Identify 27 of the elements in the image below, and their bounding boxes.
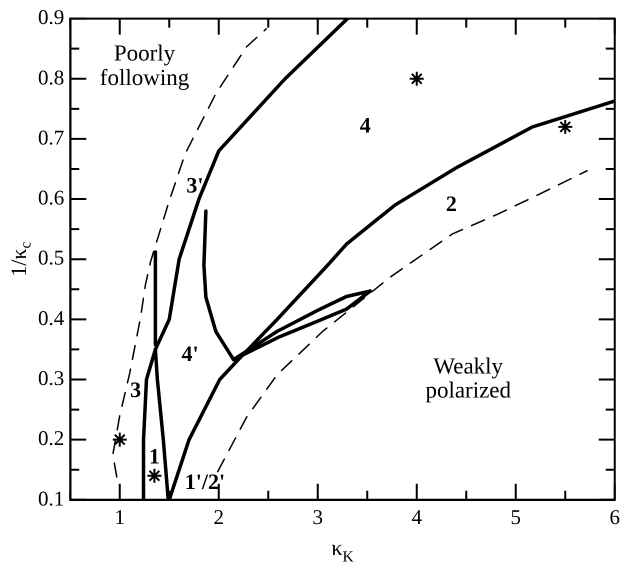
x-tick-label: 3 bbox=[312, 504, 323, 529]
annotation: 1 bbox=[148, 443, 160, 468]
annotation: polarized bbox=[425, 378, 512, 403]
annotation: Poorly bbox=[114, 40, 176, 66]
x-tick-label: 2 bbox=[214, 504, 224, 529]
y-tick-label: 0.4 bbox=[38, 306, 65, 330]
y-tick-label: 0.7 bbox=[38, 125, 64, 150]
y-tick-label: 0.2 bbox=[38, 426, 64, 450]
y-tick-label: 0.5 bbox=[38, 246, 64, 270]
y-tick-label: 0.1 bbox=[38, 486, 64, 510]
annotation: Weakly bbox=[433, 354, 504, 379]
x-tick-label: 4 bbox=[412, 504, 422, 529]
annotation: 3 bbox=[130, 377, 142, 402]
x-tick-label: 5 bbox=[510, 504, 521, 529]
annotation: following bbox=[100, 64, 190, 90]
y-axis-title: 1/κc bbox=[6, 242, 35, 277]
x-tick-label: 6 bbox=[610, 504, 620, 529]
y-tick-label: 0.8 bbox=[38, 65, 64, 90]
y-tick-label: 0.3 bbox=[38, 366, 64, 390]
annotation: 1'/2' bbox=[184, 469, 226, 494]
y-tick-label: 0.9 bbox=[38, 5, 64, 30]
x-tick-label: 1 bbox=[114, 504, 125, 529]
annotation: 2 bbox=[446, 190, 457, 216]
annotation: 3' bbox=[186, 172, 204, 198]
annotation: 4' bbox=[181, 341, 199, 366]
annotation: 4 bbox=[360, 112, 371, 138]
y-tick-label: 0.6 bbox=[38, 186, 64, 210]
